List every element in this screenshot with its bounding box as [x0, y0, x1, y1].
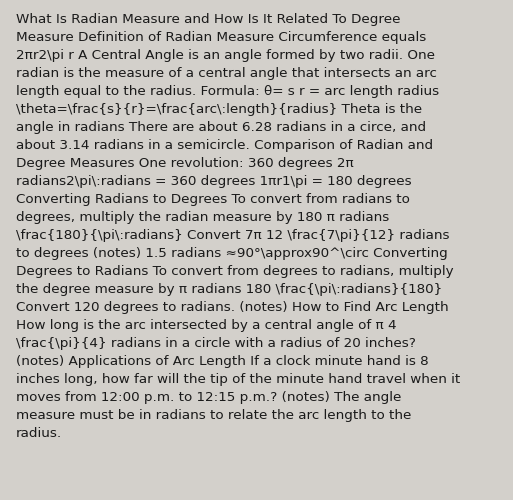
Text: What Is Radian Measure and How Is It Related To Degree
Measure Definition of Rad: What Is Radian Measure and How Is It Rel… [16, 13, 460, 440]
